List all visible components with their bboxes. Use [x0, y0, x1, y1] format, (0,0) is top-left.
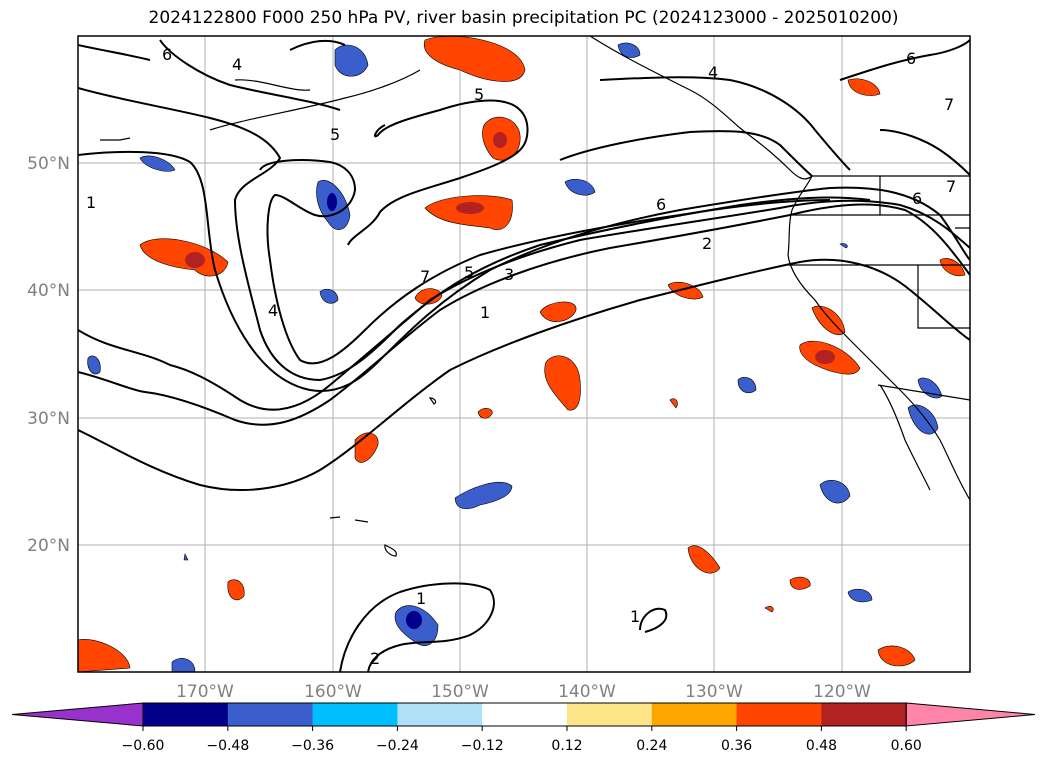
colorbar-tick-label: 0.12: [551, 738, 582, 754]
contour-label: 7: [944, 95, 954, 114]
colorbar-segment: [227, 703, 314, 726]
contour-label: 4: [232, 55, 242, 74]
map-title: 2024122800 F000 250 hPa PV, river basin …: [148, 8, 899, 28]
colorbar-tick-label: 0.36: [721, 738, 752, 754]
colorbar-tick-label: 0.48: [806, 738, 837, 754]
colorbar-segment: [651, 703, 738, 726]
latitude-labels: 50°N 40°N 30°N 20°N: [27, 154, 70, 556]
contour-label: 5: [330, 125, 340, 144]
colorbar-segment: [567, 703, 653, 726]
contour-label: 6: [912, 189, 922, 208]
lon-label: 140°W: [558, 682, 616, 702]
contour-label: 1: [86, 193, 96, 212]
contour-label: 6: [656, 195, 666, 214]
colorbar-segment: [736, 703, 822, 726]
longitude-labels: 170°W 160°W 150°W 140°W 130°W 120°W: [176, 682, 871, 702]
precip-negative: [87, 42, 943, 672]
contour-label: 1: [480, 303, 490, 322]
contour-label: 6: [906, 49, 916, 68]
contour-label: 5: [464, 263, 474, 282]
contour-label: 4: [268, 301, 278, 320]
contour-label: 2: [370, 649, 380, 668]
colorbar-tick-label: −0.60: [122, 738, 165, 754]
lat-label: 20°N: [27, 536, 70, 556]
lat-label: 40°N: [27, 281, 70, 301]
colorbar-segment: [312, 703, 398, 726]
contour-label: 6: [162, 45, 172, 64]
colorbar-tick-label: −0.24: [376, 738, 419, 754]
contour-label: 7: [420, 267, 430, 286]
lat-label: 30°N: [27, 409, 70, 429]
colorbar-segment: [482, 703, 568, 726]
precip-positive: [78, 36, 966, 672]
colorbar-segment: [397, 703, 483, 726]
colorbar-tick-label: −0.12: [461, 738, 504, 754]
contour-label-group: 1 1 1 1 2 2 3 4 4 4 5 5 5 6 6 6 6 7 7 7: [86, 45, 956, 668]
contour-label: 3: [504, 265, 514, 284]
map-content: 1 1 1 1 2 2 3 4 4 4 5 5 5 6 6 6 6 7 7 7: [78, 36, 970, 672]
map-frame: [77, 35, 971, 673]
contour-label: 1: [630, 607, 640, 626]
lon-label: 120°W: [813, 682, 871, 702]
contour-label: 4: [708, 63, 718, 82]
lon-label: 160°W: [304, 682, 362, 702]
colorbar-tick-label: −0.48: [206, 738, 249, 754]
lon-label: 170°W: [176, 682, 234, 702]
colorbar-tick-label: 0.24: [636, 738, 667, 754]
contour-label: 2: [702, 234, 712, 253]
colorbar-segment: [821, 703, 907, 726]
colorbar-tick-label: 0.60: [891, 738, 922, 754]
contour-label: 7: [946, 177, 956, 196]
colorbar: −0.60 −0.48 −0.36 −0.24 −0.12 0.12 0.24 0.36 0.4…: [11, 702, 1036, 754]
pv-contours: [78, 39, 970, 672]
colorbar-segment: [143, 703, 229, 726]
lat-label: 50°N: [27, 154, 70, 174]
colorbar-tick-label: −0.36: [291, 738, 334, 754]
contour-label: 5: [474, 85, 484, 104]
lon-label: 130°W: [685, 682, 743, 702]
colorbar-frame: [142, 702, 907, 727]
lon-label: 150°W: [431, 682, 489, 702]
colorbar-extend-low: [11, 702, 144, 727]
colorbar-extend-high: [905, 702, 1036, 727]
contour-label: 1: [416, 589, 426, 608]
